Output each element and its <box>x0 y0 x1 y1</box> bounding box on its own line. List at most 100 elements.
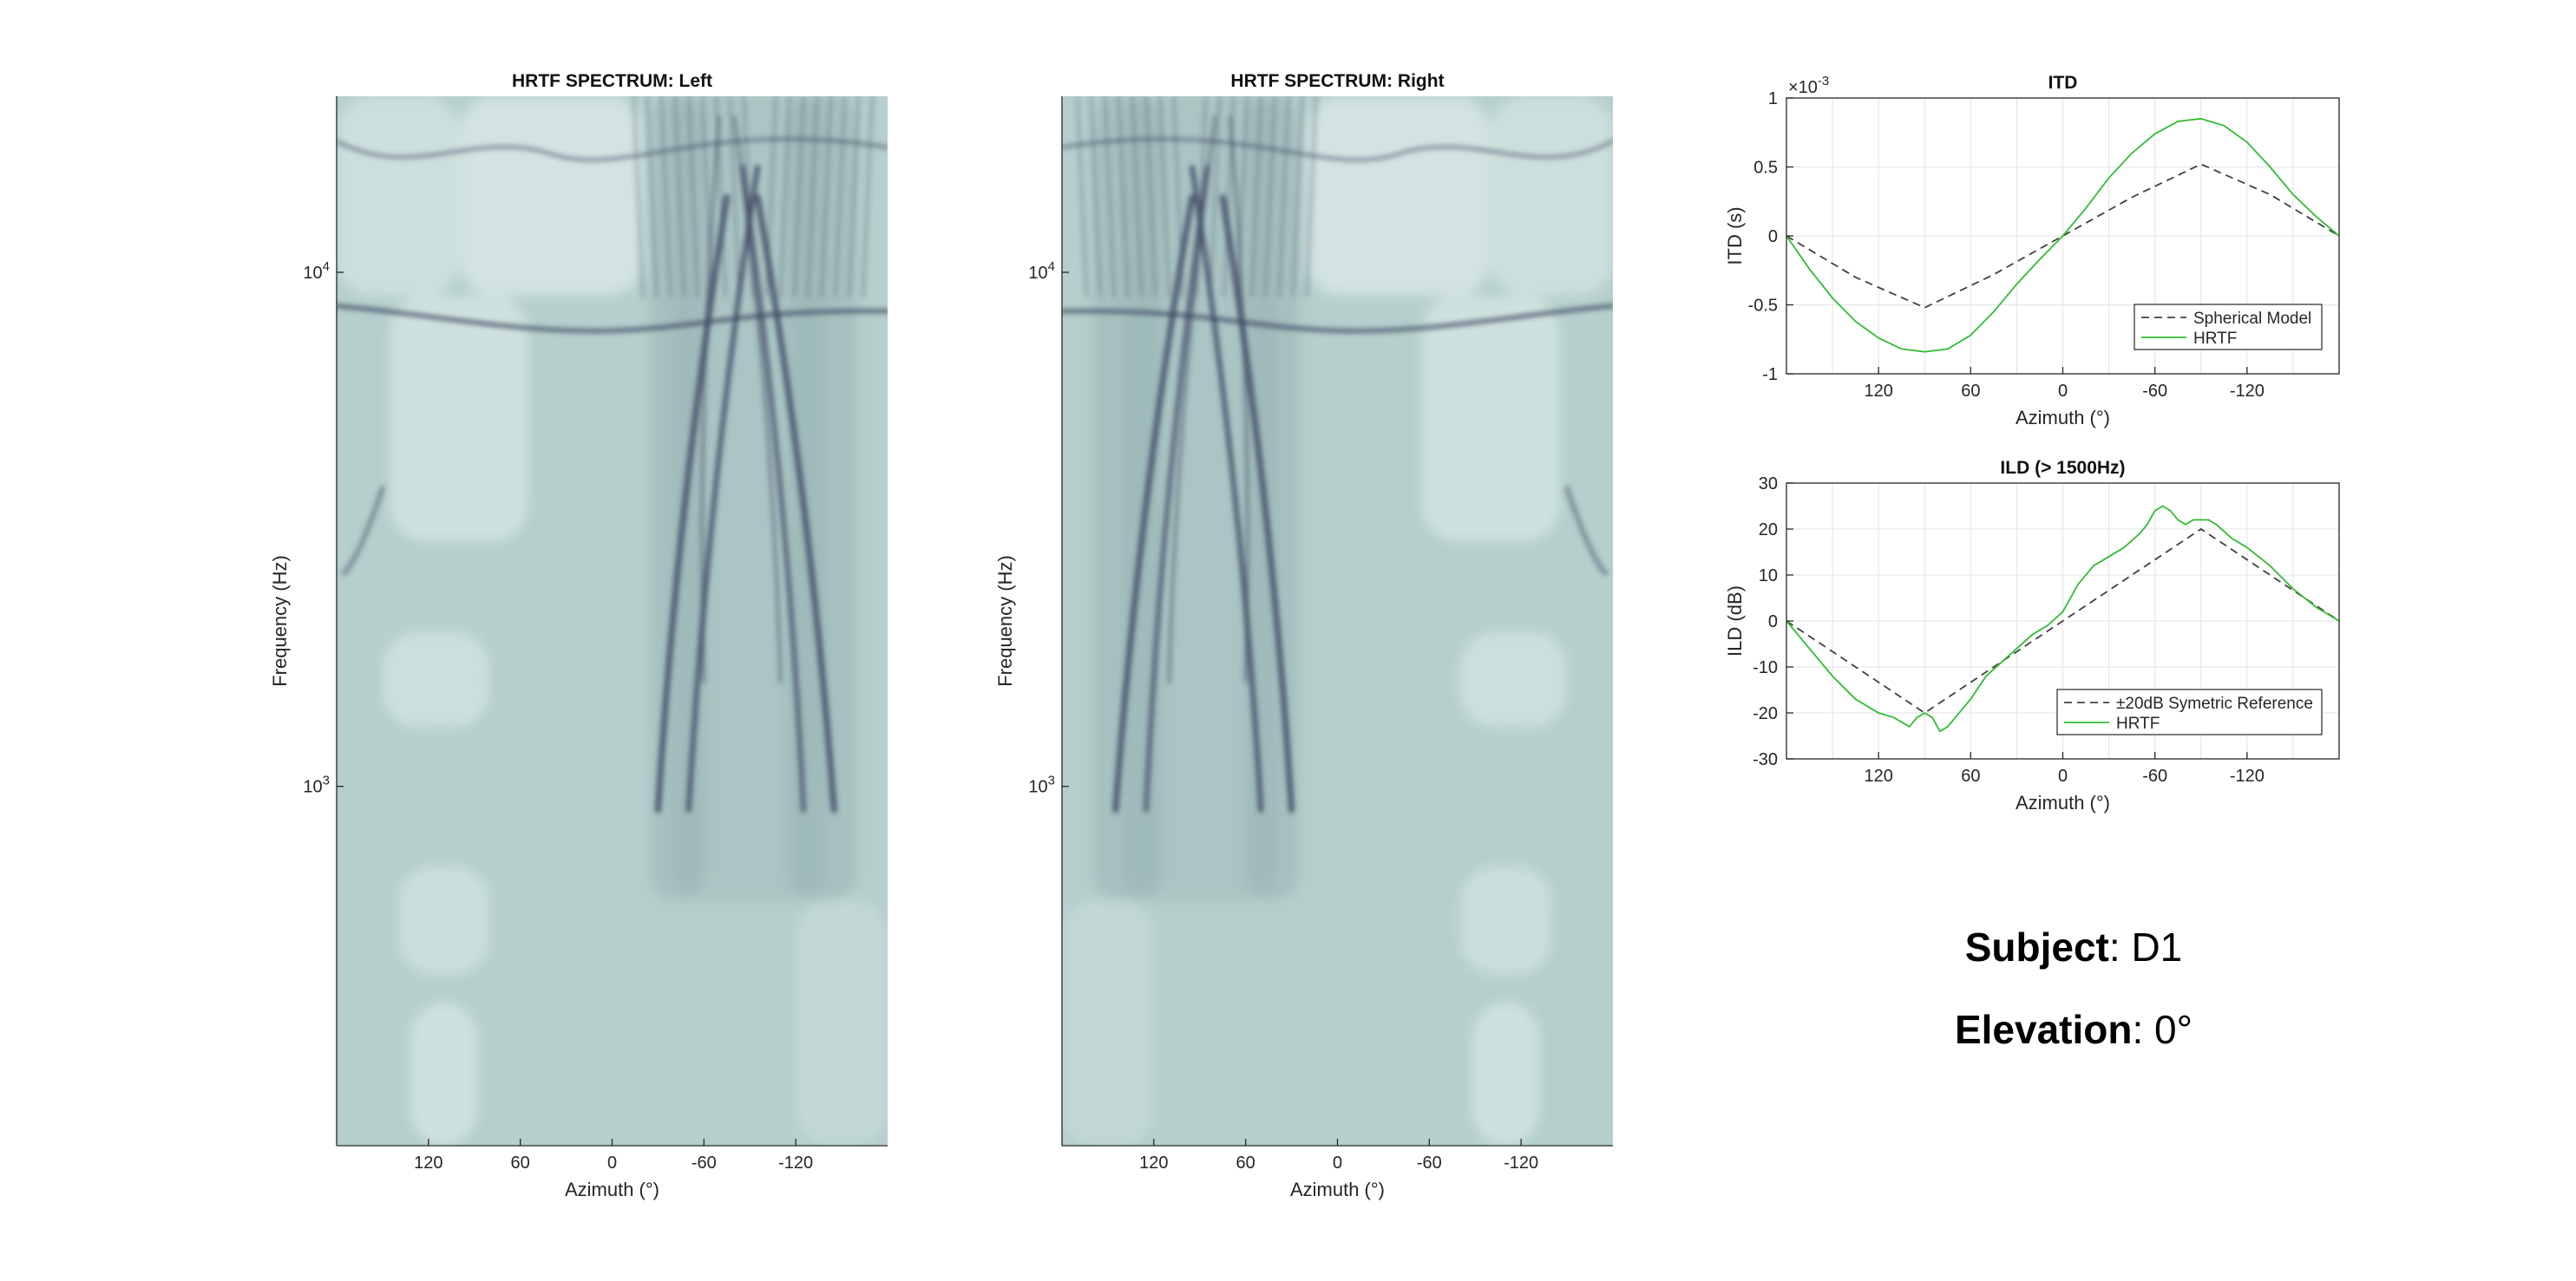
heatmap-fringe <box>834 96 847 297</box>
heatmap-notch-line <box>685 164 761 813</box>
heatmap-fringe <box>1117 96 1130 297</box>
x-tick-label: 0 <box>2058 767 2068 786</box>
y-tick-label: 0.5 <box>1753 159 1778 178</box>
heatmap-fringe <box>1236 96 1249 297</box>
x-tick-label: 120 <box>414 1154 442 1173</box>
series-line--20db-symetric-reference <box>1786 527 2339 715</box>
heatmap-notch-line <box>1112 193 1196 814</box>
heatmap-fringe <box>1305 96 1318 297</box>
heatmap-region <box>397 866 490 975</box>
heatmap-fringe <box>862 96 874 297</box>
x-tick-label: 60 <box>1961 767 1980 786</box>
heatmap-region <box>1062 900 1154 1146</box>
x-tick-label: -120 <box>2230 767 2265 786</box>
heatmap-notch-line <box>1564 486 1609 576</box>
x-tick-label: 60 <box>1961 382 1980 401</box>
x-tick-label: -120 <box>778 1154 813 1173</box>
elevation-value: : 0° <box>2132 1007 2193 1052</box>
itd-axes: 120 60 0 -60 -120 -1 -0.5 0 0.5 1 ×10-3 ITD Azimuth … <box>1724 73 2340 428</box>
heatmap-fringe <box>1264 96 1276 297</box>
heatmap-notch-line <box>739 164 806 813</box>
heatmap-region <box>1421 296 1560 541</box>
heatmap-notch-band <box>337 137 888 162</box>
heatmap-region <box>1472 1002 1540 1146</box>
x-axis-label: Azimuth (°) <box>2016 407 2110 428</box>
heatmap-fringe <box>714 96 727 297</box>
x-tick-label: 60 <box>1236 1154 1255 1173</box>
spectrum-right-axes: 120 60 0 -60 -120 103 104 HRTF SPECTRUM: Right A… <box>994 71 1613 1200</box>
y-tick-label: 103 <box>303 774 330 797</box>
heatmap-notches <box>337 96 888 814</box>
legend-entry: Spherical Model <box>2193 310 2311 328</box>
heatmap-fringe <box>779 96 791 297</box>
heatmap-fringe <box>765 96 777 297</box>
legend-entry: HRTF <box>2116 715 2160 733</box>
heatmap-fringe <box>820 96 833 297</box>
legend-entry: ±20dB Symetric Reference <box>2116 695 2313 713</box>
heatmap-fringe <box>659 96 672 297</box>
y-tick-label: 0 <box>1768 227 1778 246</box>
y-tick-label: 20 <box>1759 520 1778 539</box>
y-tick-label: 1 <box>1768 89 1778 108</box>
legend: Spherical Model HRTF <box>2134 304 2323 350</box>
heatmap-fringe <box>848 96 860 297</box>
heatmap-fringe <box>1144 96 1157 297</box>
heatmap-notch-line <box>1219 193 1295 814</box>
heatmap-fringe <box>687 96 699 297</box>
heatmap-notch-band <box>1062 137 1613 162</box>
heatmap-fringe <box>701 96 713 297</box>
x-tick-label: -60 <box>2142 767 2167 786</box>
elevation-label: Elevation <box>1954 1007 2133 1052</box>
heatmap-notch-band <box>337 304 888 334</box>
heatmap-fringe <box>1158 96 1170 297</box>
y-axis-label: Frequency (Hz) <box>269 555 291 687</box>
subject-value: : D1 <box>2108 925 2183 970</box>
heatmap-soft-layer <box>1062 96 1613 1146</box>
x-axis-label: Azimuth (°) <box>1290 1179 1385 1200</box>
heatmap-fringe <box>742 96 755 297</box>
heatmap-fringe <box>646 96 659 297</box>
heatmap-region <box>459 96 643 297</box>
heatmap-notch-line <box>1144 164 1210 813</box>
heatmap-region <box>390 296 528 541</box>
heatmap-fringe <box>728 96 741 297</box>
x-tick-label: 0 <box>2058 382 2068 401</box>
y-tick-label: -30 <box>1753 750 1778 769</box>
subject-label: Subject <box>1964 925 2109 970</box>
heatmap-region <box>1459 631 1568 729</box>
heatmap-region <box>1307 96 1491 297</box>
y-tick-label: 0 <box>1768 612 1778 631</box>
chart-title: ITD <box>2048 73 2078 93</box>
x-tick-label: 120 <box>1864 382 1892 401</box>
x-tick-label: -60 <box>692 1154 717 1173</box>
series-group <box>1786 505 2339 733</box>
x-tick-label: -120 <box>2230 382 2265 401</box>
legend-entry: HRTF <box>2193 330 2237 348</box>
legend-box <box>2134 304 2323 350</box>
y-tick-label: 104 <box>303 259 330 283</box>
heatmap-image <box>337 96 888 1146</box>
x-tick-label: 0 <box>607 1154 617 1173</box>
heatmap-notch-line <box>754 193 837 814</box>
heatmap-fringe <box>1222 96 1236 297</box>
heatmap-fringe <box>1103 96 1116 297</box>
heatmap-region <box>1459 866 1552 975</box>
y-tick-label: 103 <box>1028 774 1055 797</box>
heatmap-notch-line <box>700 115 721 683</box>
x-tick-label: -60 <box>1417 1154 1442 1173</box>
heatmap-image <box>1062 96 1613 1146</box>
y-axis-label: ILD (dB) <box>1724 585 1746 657</box>
y-tick-label: -10 <box>1753 658 1778 677</box>
x-tick-label: 120 <box>1864 767 1892 786</box>
heatmap-fringe <box>1195 96 1208 297</box>
y-axis-label: ITD (s) <box>1724 206 1746 265</box>
heatmap-notch-line <box>341 486 385 576</box>
y-tick-label: 104 <box>1028 259 1055 283</box>
legend: ±20dB Symetric Reference HRTF <box>2056 689 2323 735</box>
subject-info: Subject: D1 <box>1770 924 2377 971</box>
y-tick-label: -20 <box>1753 704 1778 723</box>
heatmap-fringe <box>1090 96 1102 297</box>
heatmap-region <box>410 1002 478 1146</box>
chart-title: HRTF SPECTRUM: Right <box>1230 71 1444 91</box>
